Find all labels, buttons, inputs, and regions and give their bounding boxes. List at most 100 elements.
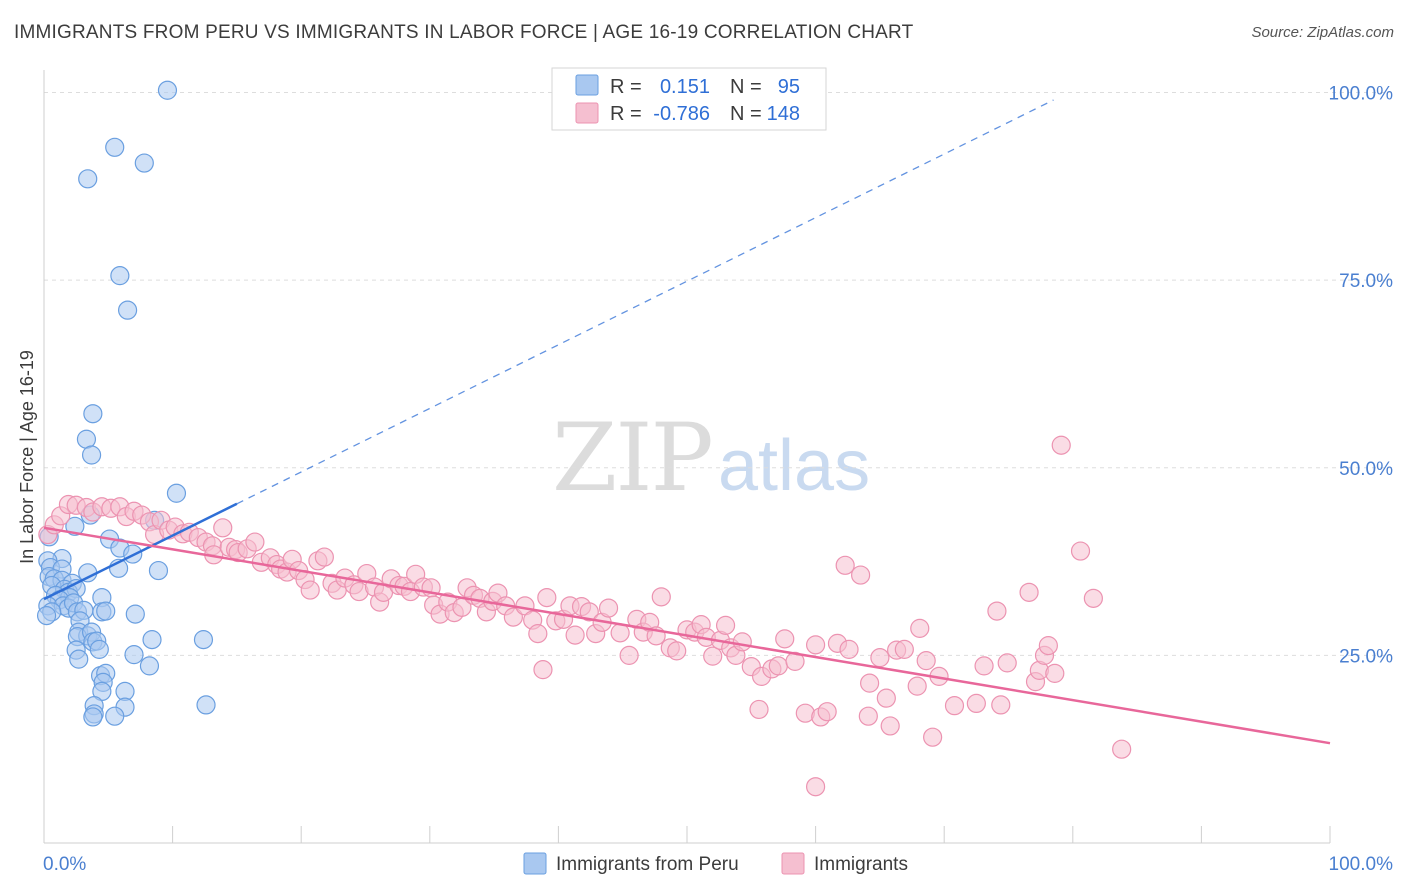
chart-title: IMMIGRANTS FROM PERU VS IMMIGRANTS IN LA… <box>14 22 914 43</box>
immigrants-point <box>667 641 687 661</box>
peru-point <box>134 153 154 173</box>
immigrants-point <box>839 639 859 659</box>
peru-point <box>117 300 138 320</box>
immigrants-point <box>1083 588 1103 608</box>
immigrants-point <box>300 580 320 600</box>
y-axis-tick-labels: 25.0% 50.0% 75.0% 100.0% <box>1329 84 1394 668</box>
correlation-legend: R = 0.151 N = 95 R = -0.786 N = 148 <box>551 67 827 131</box>
peru-point <box>157 80 178 100</box>
immigrants-point <box>565 625 585 645</box>
peru-point <box>96 601 116 621</box>
peru-point <box>81 445 102 465</box>
peru-point <box>78 169 98 189</box>
peru-point <box>124 645 144 665</box>
peru-point <box>166 483 187 503</box>
immigrants-point <box>876 688 896 708</box>
peru-point <box>69 649 89 669</box>
peru-point <box>36 606 57 626</box>
immigrants-point <box>923 727 943 747</box>
series-legend-swatch-pink <box>781 852 805 875</box>
series-legend-label-2: Immigrants <box>814 854 908 875</box>
immigrants-point <box>944 696 965 716</box>
legend-r-value-1: 0.151 <box>660 76 710 98</box>
immigrants-point <box>987 601 1007 621</box>
peru-trend-extension <box>236 99 1054 505</box>
series-legend-swatch-blue <box>523 852 547 875</box>
immigrants-point <box>1112 739 1132 759</box>
immigrants-point <box>775 629 795 649</box>
immigrants-point <box>974 656 994 676</box>
immigrants-point <box>528 624 548 644</box>
immigrants-point <box>749 699 769 720</box>
y-tick-label: 100.0% <box>1329 84 1394 105</box>
peru-point <box>78 563 98 583</box>
immigrants-point <box>732 632 752 652</box>
peru-point <box>193 630 214 650</box>
legend-n-value-2: 148 <box>767 103 800 125</box>
immigrants-point <box>1051 435 1071 455</box>
peru-point <box>125 604 145 624</box>
immigrants-point <box>768 656 788 676</box>
immigrants-point <box>870 648 890 668</box>
immigrants-point <box>245 532 265 552</box>
peru-point <box>196 695 216 715</box>
y-axis-title: In Labor Force | Age 16-19 <box>17 350 37 564</box>
immigrants-point <box>651 587 671 607</box>
immigrants-point <box>537 587 557 608</box>
legend-n-label-2: N = <box>730 103 762 125</box>
x-tick-label: 0.0% <box>43 854 86 875</box>
immigrants-point <box>1070 541 1091 561</box>
legend-r-label-1: R = <box>610 76 642 98</box>
immigrants-point <box>910 618 930 638</box>
peru-point <box>105 137 125 157</box>
peru-trend-line <box>43 502 238 601</box>
peru-point <box>83 707 103 727</box>
x-tick-label: 100.0% <box>1329 854 1394 875</box>
peru-point <box>110 266 130 286</box>
x-axis-tick-labels: 0.0% 100.0% <box>43 854 1393 875</box>
peru-point <box>148 560 169 581</box>
immigrants-point <box>880 716 900 736</box>
immigrants-point <box>817 702 837 722</box>
immigrants-point <box>703 646 723 666</box>
watermark-atlas: atlas <box>718 426 870 506</box>
peru-point <box>83 404 103 424</box>
immigrants-point <box>805 777 826 797</box>
legend-swatch-blue <box>575 74 599 96</box>
peru-point <box>142 630 162 650</box>
immigrants-trend-line <box>43 526 1331 745</box>
immigrants-point <box>966 693 986 714</box>
immigrants-point <box>916 651 936 671</box>
immigrants-point <box>860 673 880 693</box>
legend-n-label-1: N = <box>730 76 762 98</box>
immigrants-point <box>997 653 1017 673</box>
immigrants-point <box>835 555 855 575</box>
watermark-zip: ZIP <box>552 404 712 513</box>
immigrants-point <box>579 602 599 622</box>
immigrants-point <box>894 639 914 659</box>
immigrants-point <box>533 660 553 680</box>
y-tick-label: 50.0% <box>1339 459 1393 480</box>
immigrants-point <box>715 615 736 635</box>
source-credit: Source: ZipAtlas.com <box>1251 24 1394 41</box>
trend-lines <box>43 99 1331 745</box>
immigrants-point <box>1019 582 1039 602</box>
immigrants-point <box>314 547 334 567</box>
legend-n-value-1: 95 <box>778 76 800 98</box>
immigrants-point <box>991 695 1011 715</box>
immigrants-point <box>503 607 523 627</box>
immigrants-point <box>858 706 878 726</box>
immigrants-point <box>619 645 639 665</box>
immigrants-point <box>1045 663 1065 683</box>
peru-point <box>105 706 125 726</box>
peru-point <box>139 656 160 676</box>
immigrants-point <box>1038 636 1058 656</box>
series-immigrants-from-peru <box>36 80 216 727</box>
y-tick-label: 25.0% <box>1339 646 1393 667</box>
legend-swatch-pink <box>575 102 599 124</box>
legend-r-value-2: -0.786 <box>653 103 710 125</box>
immigrants-point <box>598 598 619 618</box>
y-tick-label: 75.0% <box>1339 271 1393 292</box>
immigrants-point <box>805 635 826 655</box>
